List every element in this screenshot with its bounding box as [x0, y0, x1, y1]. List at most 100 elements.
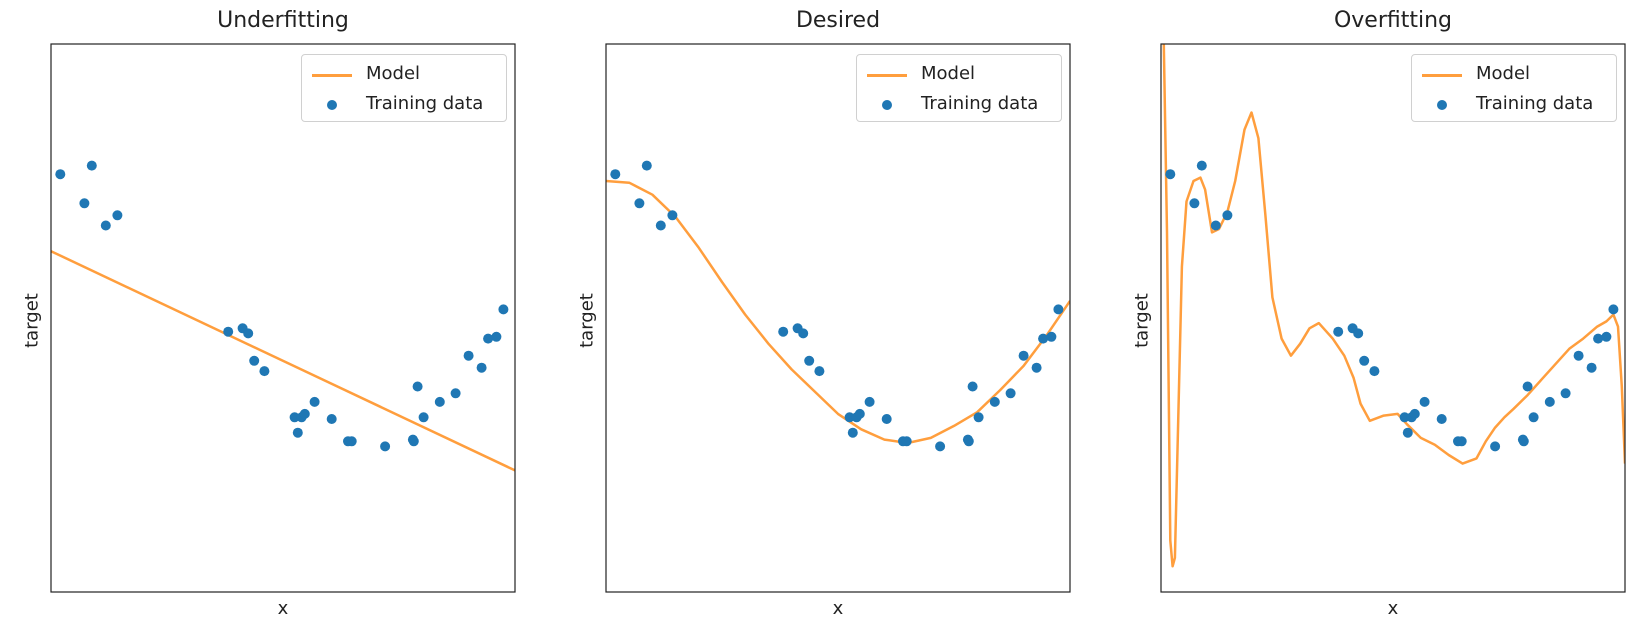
training-data-point [864, 396, 875, 407]
training-data-point [259, 366, 270, 377]
legend-dot-swatch [327, 100, 337, 110]
training-data-point [1196, 160, 1207, 171]
training-data-point [1038, 333, 1049, 344]
training-data-point [86, 160, 97, 171]
training-data-point [1409, 408, 1420, 419]
training-data-point [1601, 331, 1612, 342]
training-data-point [1046, 331, 1057, 342]
training-data-point [476, 362, 487, 373]
training-data-point [483, 333, 494, 344]
training-data-point [418, 412, 429, 423]
training-data-point [1369, 366, 1380, 377]
x-axis-label: x [277, 598, 289, 619]
training-data-point [634, 198, 645, 209]
plot-title: Desired [795, 8, 881, 33]
training-data-point [1402, 427, 1413, 438]
training-data-point [326, 414, 337, 424]
training-data-point [463, 350, 474, 361]
y-axis-label: target [1131, 293, 1153, 348]
plot-title: Overfitting [1333, 8, 1453, 33]
training-data-point [1031, 362, 1042, 373]
training-data-point [854, 408, 865, 419]
legend-label: Training data [366, 93, 484, 114]
training-data-point [1333, 326, 1344, 337]
training-data-point [292, 427, 303, 438]
training-data-point [249, 355, 260, 366]
training-data-point [1053, 304, 1064, 315]
training-data-point [901, 436, 912, 447]
training-data-point [935, 441, 946, 452]
training-data-point [1608, 304, 1619, 315]
legend-label: Model [366, 63, 421, 84]
training-data-point [963, 436, 974, 447]
training-data-point [309, 396, 320, 407]
model-line [1162, 44, 1625, 568]
training-data-point [1419, 396, 1430, 407]
legend-dot-swatch [1437, 100, 1447, 110]
training-data-point [989, 396, 1000, 407]
legend-label: Training data [1476, 93, 1594, 114]
axes-frame [50, 43, 516, 593]
training-data-point [1399, 412, 1410, 423]
training-data-point [79, 198, 90, 209]
training-data-point [1436, 414, 1447, 424]
subplot-desired: Desired Model Training data x target [555, 0, 1095, 637]
training-data-point [380, 441, 391, 452]
legend-label: Model [1476, 63, 1531, 84]
plot-area [50, 43, 516, 593]
training-data-point [655, 220, 666, 231]
training-data-point [1005, 388, 1016, 399]
plot-title: Underfitting [217, 8, 349, 33]
training-data-point [844, 412, 855, 423]
training-data-point [346, 436, 357, 447]
training-data-point [434, 396, 445, 407]
legend-entry-training-data: Training data [302, 91, 506, 119]
legend-entry-training-data: Training data [857, 91, 1061, 119]
training-data-point [1490, 441, 1501, 452]
training-data-point [881, 414, 892, 424]
training-data-point [641, 160, 652, 171]
training-data-point [1573, 350, 1584, 361]
training-data-point [100, 220, 111, 231]
legend-dot-swatch [882, 100, 892, 110]
legend-line-swatch [312, 74, 352, 77]
training-data-point [498, 304, 509, 315]
training-data-point [1165, 169, 1176, 180]
training-data-point [1189, 198, 1200, 209]
x-axis-label: x [832, 598, 844, 619]
training-data-point [1593, 333, 1604, 344]
model-line [606, 179, 1070, 445]
training-data-point [778, 326, 789, 337]
x-axis-label: x [1387, 598, 1399, 619]
training-data-point [1544, 396, 1555, 407]
legend-entry-model: Model [302, 61, 506, 89]
training-data-point [289, 412, 300, 423]
training-data-point [667, 210, 678, 221]
training-data-point [1522, 381, 1533, 392]
plot-area [1160, 43, 1626, 593]
training-data-point [1518, 436, 1529, 447]
training-data-point [967, 381, 978, 392]
training-data-point [1353, 328, 1364, 339]
training-data-point [804, 355, 815, 366]
training-data-point [243, 328, 254, 339]
y-axis-label: target [21, 293, 43, 348]
training-data-point [1456, 436, 1467, 447]
legend-line-swatch [867, 74, 907, 77]
training-data-point [1359, 355, 1370, 366]
training-data-point [299, 408, 310, 419]
training-data-point [1210, 220, 1221, 231]
plot-area [605, 43, 1071, 593]
subplot-underfitting: Underfitting Model Training data x targe… [0, 0, 540, 637]
legend-entry-training-data: Training data [1412, 91, 1616, 119]
legend-entry-model: Model [1412, 61, 1616, 89]
legend-label: Training data [921, 93, 1039, 114]
legend-line-swatch [1422, 74, 1462, 77]
axes-frame [605, 43, 1071, 593]
legend-label: Model [921, 63, 976, 84]
legend-entry-model: Model [857, 61, 1061, 89]
training-data-point [1528, 412, 1539, 423]
training-data-point [55, 169, 66, 180]
training-data-point [847, 427, 858, 438]
